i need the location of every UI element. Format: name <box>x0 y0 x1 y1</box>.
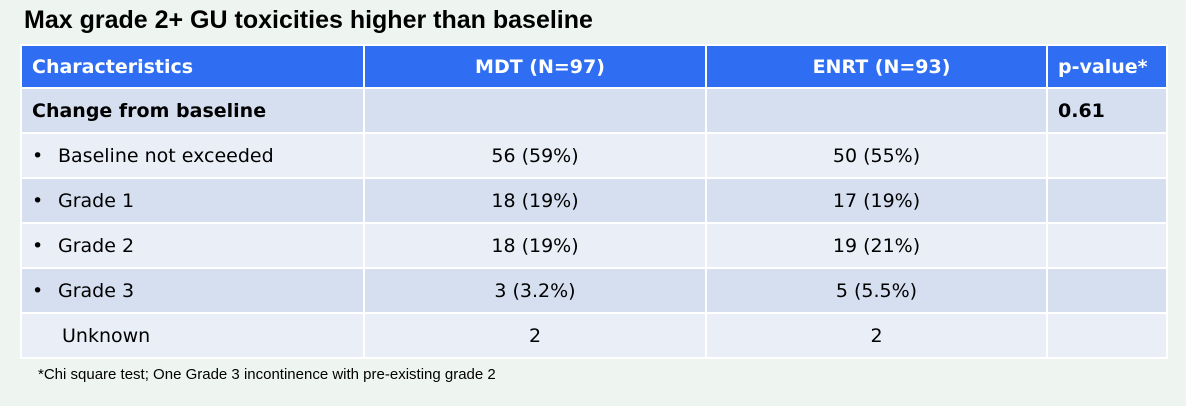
enrt-cell: 5 (5.5%) <box>705 267 1048 314</box>
mdt-cell: 56 (59%) <box>363 132 707 179</box>
bullet-marker: • <box>32 279 44 302</box>
table-row: • Grade 3 3 (3.2%) 5 (5.5%) <box>20 267 1168 314</box>
bullet-marker: • <box>32 234 44 257</box>
column-header-mdt: MDT (N=97) <box>363 44 707 89</box>
enrt-cell: 19 (21%) <box>705 222 1048 269</box>
enrt-cell: 50 (55%) <box>705 132 1048 179</box>
bullet-marker: • <box>32 144 44 167</box>
row-label: Grade 3 <box>58 279 135 302</box>
column-header-enrt: ENRT (N=93) <box>705 44 1048 89</box>
table-row: • Baseline not exceeded 56 (59%) 50 (55%) <box>20 132 1168 179</box>
toxicity-table: Characteristics MDT (N=97) ENRT (N=93) p… <box>20 44 1168 359</box>
table-row: • Grade 1 18 (19%) 17 (19%) <box>20 177 1168 224</box>
p-value-cell <box>1046 132 1168 179</box>
table-row: Unknown 2 2 <box>20 312 1168 359</box>
p-value-cell <box>1046 222 1168 269</box>
mdt-cell: 2 <box>363 312 707 359</box>
mdt-cell: 3 (3.2%) <box>363 267 707 314</box>
bullet-marker: • <box>32 189 44 212</box>
page-title: Max grade 2+ GU toxicities higher than b… <box>24 6 593 34</box>
mdt-cell: 18 (19%) <box>363 222 707 269</box>
mdt-cell <box>363 87 707 134</box>
row-label: Grade 2 <box>58 234 135 257</box>
row-label: Grade 1 <box>58 189 135 212</box>
enrt-cell <box>705 87 1048 134</box>
mdt-cell: 18 (19%) <box>363 177 707 224</box>
p-value-cell <box>1046 177 1168 224</box>
enrt-cell: 17 (19%) <box>705 177 1048 224</box>
enrt-cell: 2 <box>705 312 1048 359</box>
p-value-cell: 0.61 <box>1046 87 1168 134</box>
row-label: Change from baseline <box>20 87 365 134</box>
p-value-cell <box>1046 267 1168 314</box>
column-header-characteristics: Characteristics <box>20 44 365 89</box>
footnote: *Chi square test; One Grade 3 incontinen… <box>38 366 496 383</box>
row-label: Unknown <box>62 324 151 347</box>
row-label: Baseline not exceeded <box>58 144 274 167</box>
table-row: • Grade 2 18 (19%) 19 (21%) <box>20 222 1168 269</box>
column-header-p-value: p-value* <box>1046 44 1168 89</box>
table-header-row: Characteristics MDT (N=97) ENRT (N=93) p… <box>20 44 1168 89</box>
table-row: Change from baseline 0.61 <box>20 87 1168 134</box>
p-value-cell <box>1046 312 1168 359</box>
